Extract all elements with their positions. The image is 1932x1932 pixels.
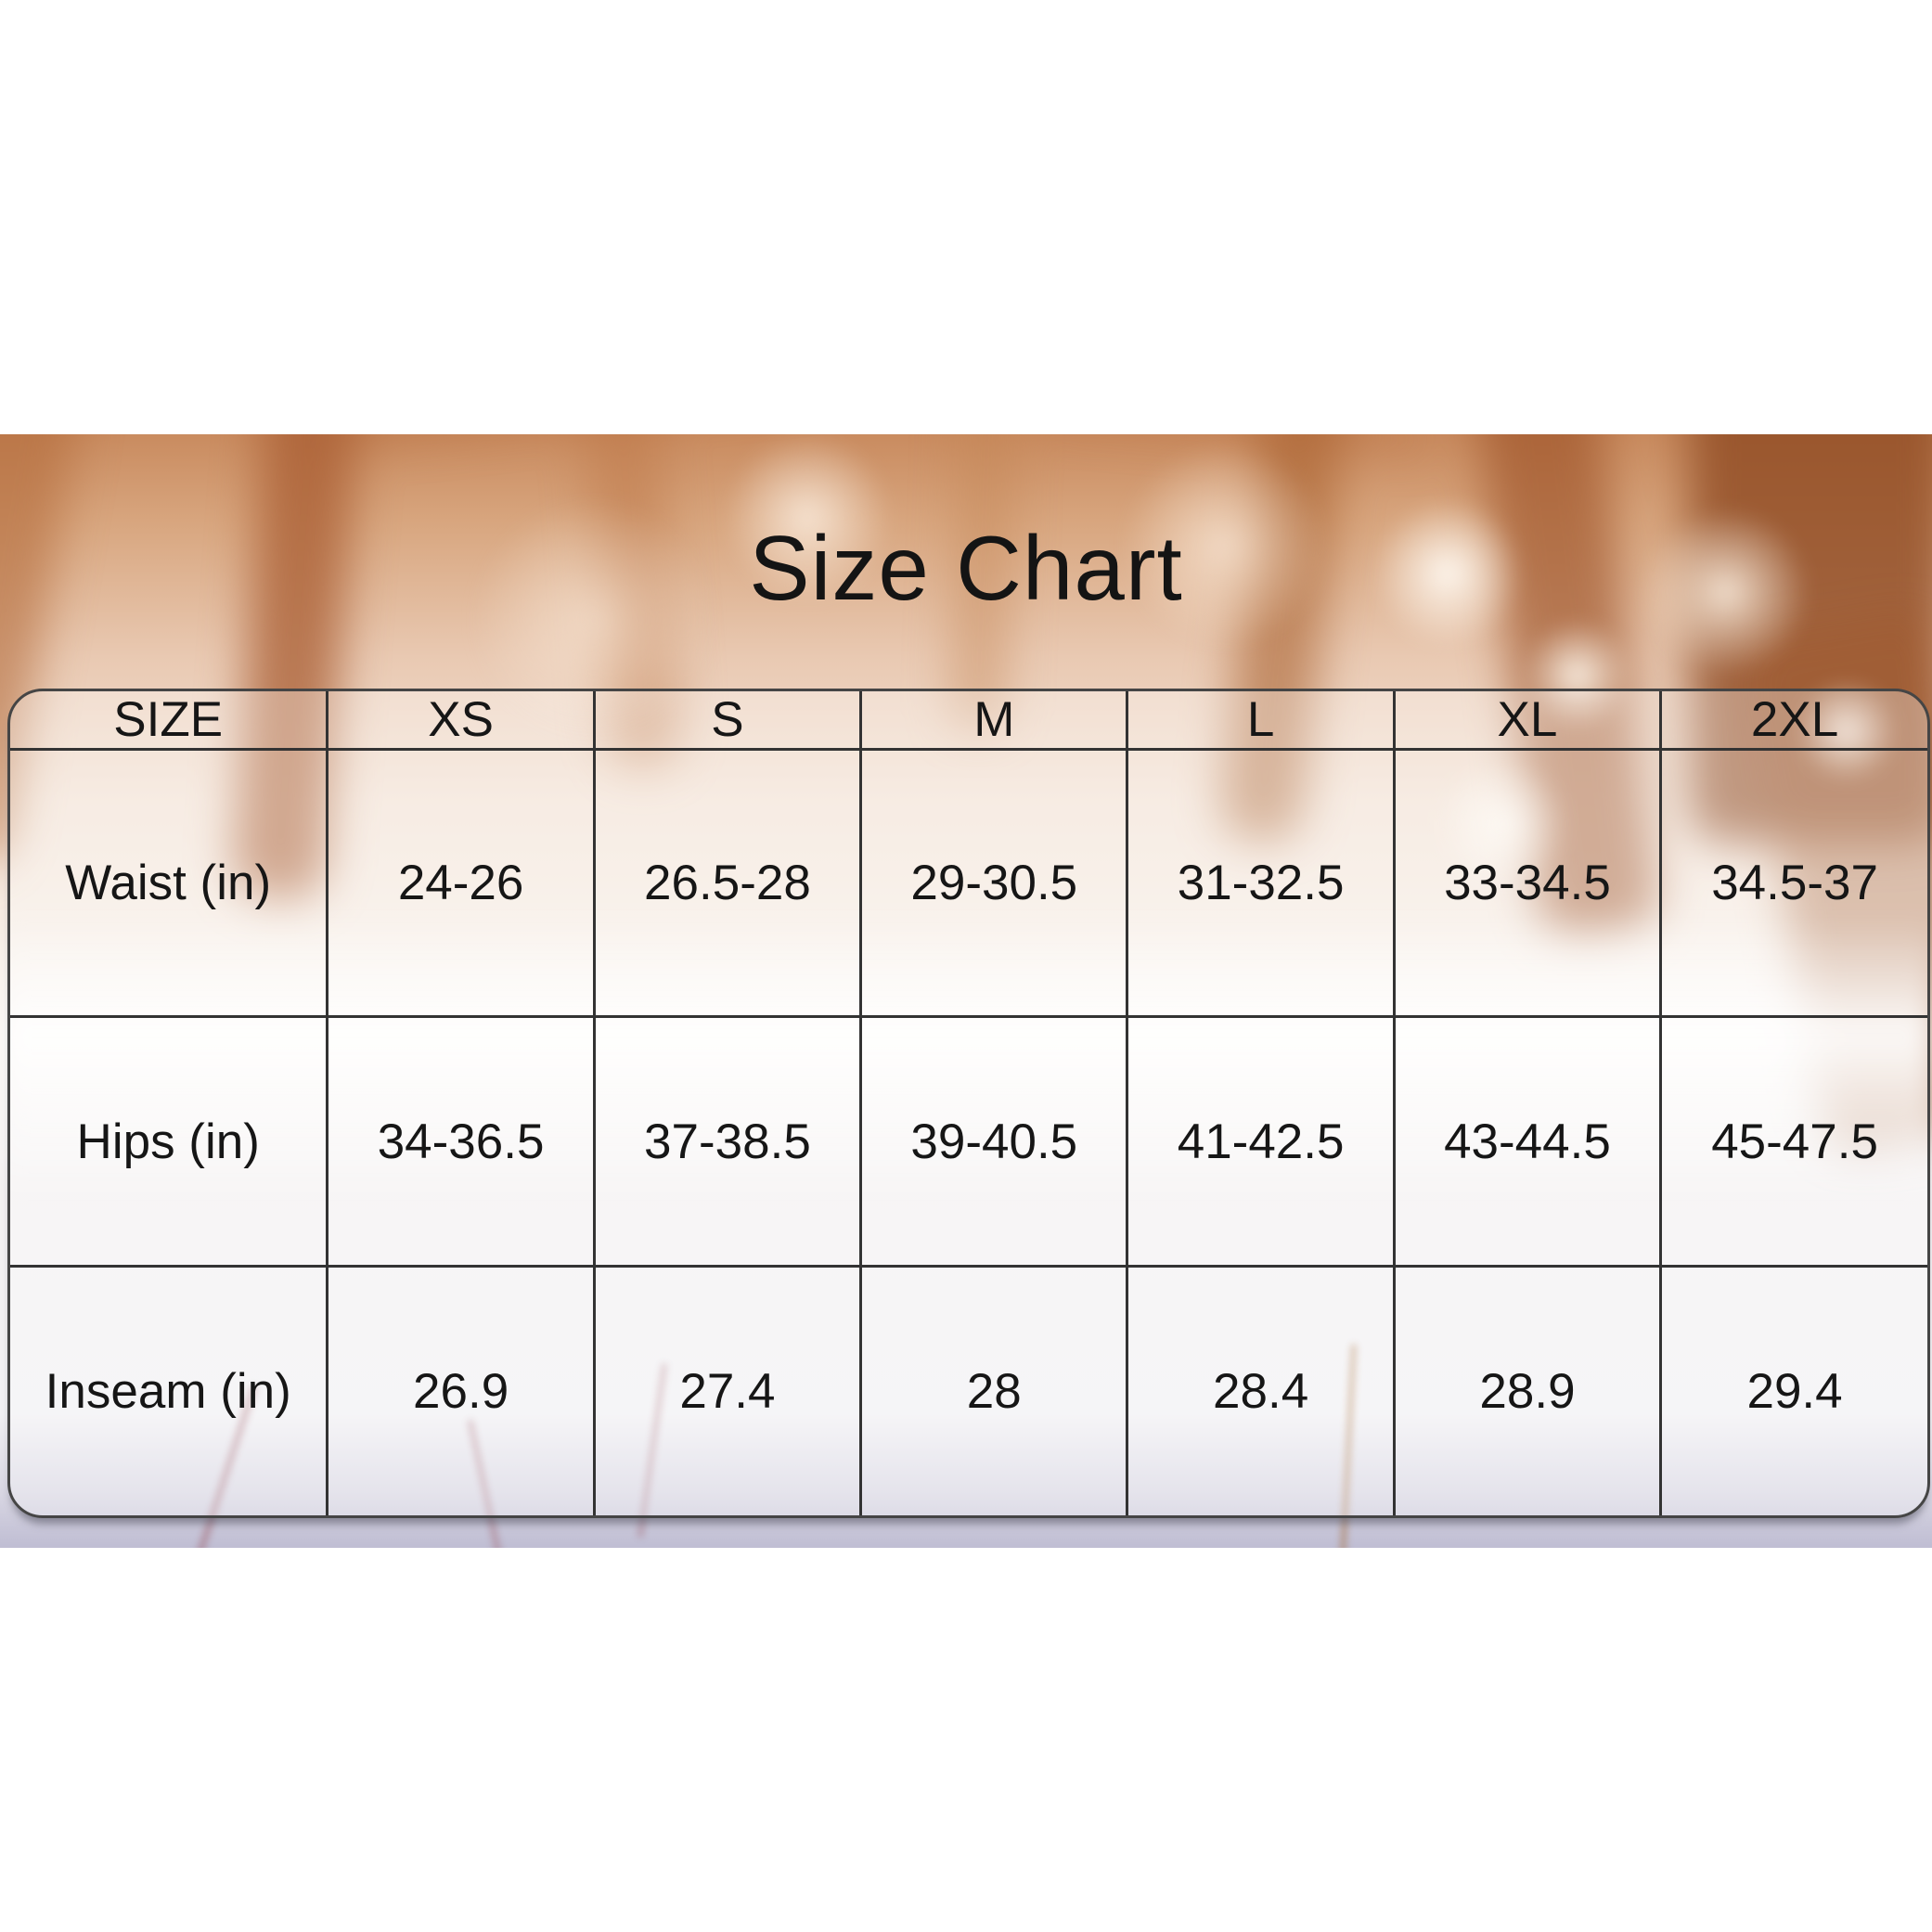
row-label-hips: Hips (in) <box>10 1016 329 1269</box>
cell-inseam-xl: 28.9 <box>1394 1266 1663 1515</box>
cell-inseam-2xl: 29.4 <box>1746 1364 1843 1420</box>
cell-inseam-l: 28.4 <box>1127 1266 1396 1515</box>
column-header-size: SIZE <box>10 691 329 751</box>
row-label-inseam: Inseam (in) <box>10 1266 329 1515</box>
cell-waist-s: 26.5-28 <box>594 749 863 1019</box>
page-title: Size Chart <box>749 517 1183 619</box>
header-row: SIZE XS S M L XL 2XL <box>10 691 1927 751</box>
row-label-waist: Waist (in) <box>10 749 329 1019</box>
row-hips: Hips (in) 34-36.5 37-38.5 39-40.5 41-42.… <box>10 1016 1927 1269</box>
cell-waist-xs: 24-26 <box>327 749 596 1019</box>
column-header-l: L <box>1127 691 1396 751</box>
cell-waist-2xl: 34.5-37 <box>1660 749 1927 1019</box>
cell-waist-xl: 33-34.5 <box>1394 749 1663 1019</box>
cell-inseam-s: 27.4 <box>594 1266 863 1515</box>
column-header-xl: XL <box>1394 691 1663 751</box>
cell-inseam-xs: 26.9 <box>327 1266 596 1515</box>
cell-hips-s: 37-38.5 <box>594 1016 863 1269</box>
column-header-m: M <box>860 691 1129 751</box>
cell-inseam-m: 28 <box>860 1266 1129 1515</box>
column-header-2xl: 2XL <box>1660 691 1927 751</box>
size-chart-table: SIZE XS S M L XL 2XL Waist (in) 24-26 26… <box>7 689 1930 1518</box>
cell-hips-xs: 34-36.5 <box>327 1016 596 1269</box>
cell-hips-l: 41-42.5 <box>1127 1016 1396 1269</box>
cell-hips-m: 39-40.5 <box>860 1016 1129 1269</box>
row-waist: Waist (in) 24-26 26.5-28 29-30.5 31-32.5… <box>10 749 1927 1019</box>
cell-waist-l: 31-32.5 <box>1127 749 1396 1019</box>
row-inseam: Inseam (in) 26.9 27.4 28 28.4 28.9 29.4 <box>10 1266 1927 1515</box>
cell-hips-2xl: 45-47.5 <box>1660 1016 1927 1269</box>
cell-hips-xl: 43-44.5 <box>1394 1016 1663 1269</box>
cell-waist-m: 29-30.5 <box>860 749 1129 1019</box>
column-header-s: S <box>594 691 863 751</box>
column-header-xs: XS <box>327 691 596 751</box>
